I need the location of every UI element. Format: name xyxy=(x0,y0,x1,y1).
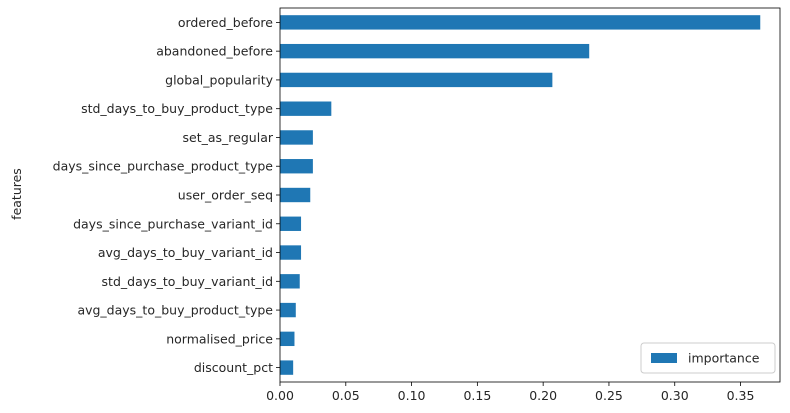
y-tick-label: days_since_purchase_variant_id xyxy=(73,216,273,231)
legend-label: importance xyxy=(688,351,760,366)
x-tick-label: 0.25 xyxy=(595,388,623,403)
bar-ordered-before xyxy=(280,15,761,30)
bar-std-days-to-buy-variant-id xyxy=(280,274,300,289)
bar-global-popularity xyxy=(280,72,553,88)
y-tick-label: std_days_to_buy_variant_id xyxy=(102,274,273,289)
axes-layer xyxy=(279,7,781,383)
bar-avg-days-to-buy-variant-id xyxy=(280,245,302,260)
y-tick-label: avg_days_to_buy_product_type xyxy=(77,303,273,318)
bar-std-days-to-buy-product-type xyxy=(280,101,332,116)
y-tick-label: avg_days_to_buy_variant_id xyxy=(98,245,273,260)
y-tick-label: normalised_price xyxy=(166,331,273,346)
y-tick-label: global_popularity xyxy=(165,72,273,87)
bar-days-since-purchase-product-type xyxy=(280,159,313,174)
y-tick-label: abandoned_before xyxy=(156,44,273,59)
x-tick-label: 0.35 xyxy=(727,388,755,403)
bar-avg-days-to-buy-product-type xyxy=(280,302,296,318)
y-tick-label: set_as_regular xyxy=(183,130,274,145)
bar-set-as-regular xyxy=(280,130,313,145)
y-tick-label: user_order_seq xyxy=(178,188,273,203)
x-tick-label: 0.00 xyxy=(266,388,294,403)
bars-layer xyxy=(280,15,761,375)
x-tick-label: 0.10 xyxy=(398,388,426,403)
y-tick-label: discount_pct xyxy=(194,360,273,375)
y-tick-label: std_days_to_buy_product_type xyxy=(81,101,273,116)
y-ticks-layer: discount_pct normalised_price avg_days_to_… xyxy=(53,15,280,375)
x-tick-label: 0.05 xyxy=(332,388,360,403)
legend-swatch xyxy=(651,353,677,363)
bar-normalised-price xyxy=(280,331,295,347)
y-axis-title: features xyxy=(9,168,24,220)
x-tick-label: 0.30 xyxy=(661,388,689,403)
x-ticks-layer: 0.00 0.05 0.10 0.15 0.20 0.25 0.30 0.35 xyxy=(266,382,754,403)
y-tick-label: days_since_purchase_product_type xyxy=(53,159,274,174)
bar-days-since-purchase-variant-id xyxy=(280,216,302,231)
plot-frame xyxy=(279,7,781,383)
bar-abandoned-before xyxy=(280,43,590,59)
bar-user-order-seq xyxy=(280,187,311,203)
bar-discount-pct xyxy=(280,360,294,375)
x-tick-label: 0.20 xyxy=(529,388,557,403)
legend[interactable]: importance xyxy=(640,342,776,374)
x-tick-label: 0.15 xyxy=(463,388,491,403)
legend-box xyxy=(640,342,776,374)
y-tick-label: ordered_before xyxy=(178,15,273,30)
